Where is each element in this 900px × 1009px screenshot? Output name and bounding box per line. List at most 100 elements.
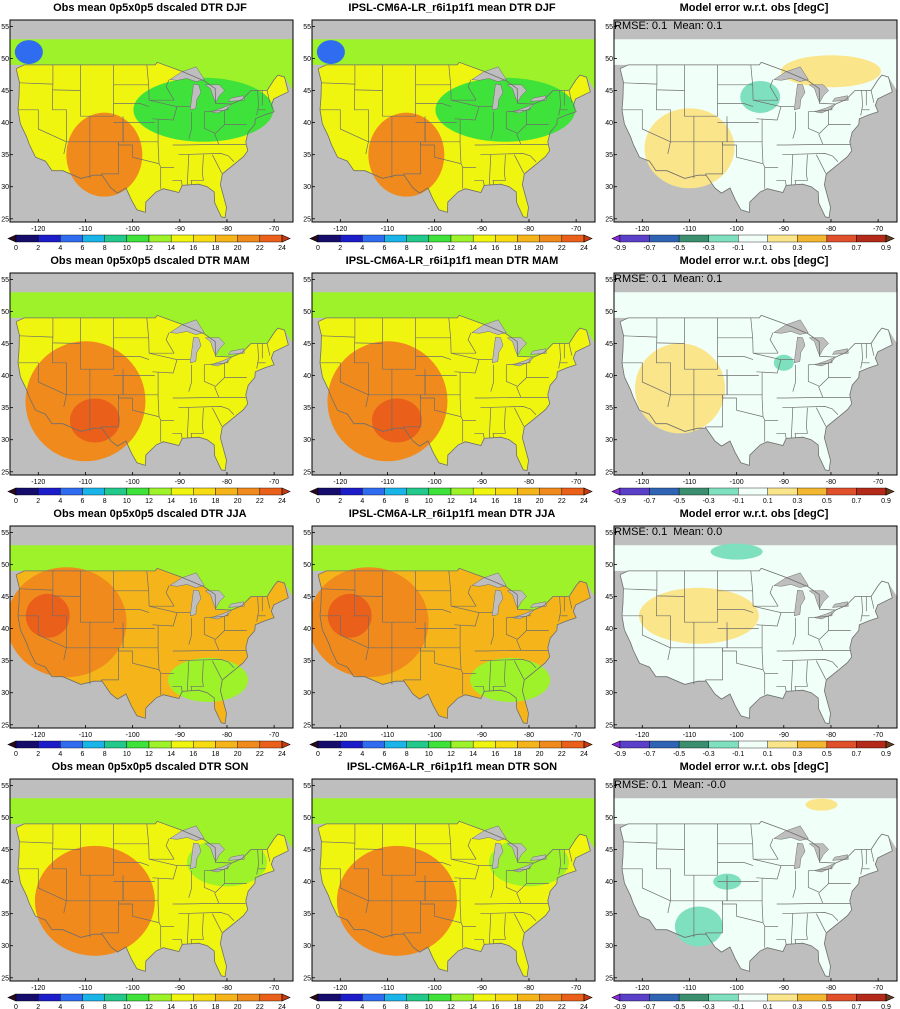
great-lake-1 xyxy=(189,589,202,617)
state-border xyxy=(467,838,477,860)
state-border xyxy=(320,64,369,143)
colorbar-segment xyxy=(126,740,150,749)
y-tick-label: 55 xyxy=(303,530,311,537)
state-border xyxy=(146,64,150,101)
state-border xyxy=(705,647,723,681)
x-tick-label: -70 xyxy=(269,479,279,486)
y-tick-label: 30 xyxy=(605,690,613,697)
state-border xyxy=(320,570,369,649)
map-frame xyxy=(613,272,898,476)
colorbar-label: -0.3 xyxy=(703,498,715,505)
colorbar-segment xyxy=(237,487,261,496)
panel-title: IPSL-CM6A-LR_r6i1p1f1 mean DTR MAM xyxy=(345,255,559,267)
state-border xyxy=(211,407,223,427)
state-border xyxy=(717,103,754,107)
colorbar-label: 0 xyxy=(316,1004,320,1009)
state-border xyxy=(434,398,461,417)
state-border xyxy=(794,154,808,185)
state-border xyxy=(165,838,175,860)
state-border xyxy=(753,605,782,627)
state-border xyxy=(808,363,851,378)
state-border xyxy=(656,595,685,597)
y-tick-label: 35 xyxy=(1,405,9,412)
colorbar-label: 6 xyxy=(383,751,387,758)
state-border xyxy=(516,124,527,145)
state-border xyxy=(204,616,247,631)
colorbar-segment xyxy=(767,487,798,496)
y-tick-label: 50 xyxy=(303,56,311,63)
colorbar-label: 2 xyxy=(36,498,40,505)
colorbar-label: 0.9 xyxy=(881,498,891,505)
colorbar-segment xyxy=(738,740,768,749)
colorbar-segment xyxy=(738,234,768,243)
state-border xyxy=(506,110,549,125)
state-border xyxy=(769,838,779,860)
x-tick-label: -90 xyxy=(477,226,487,233)
colorbar-label: 22 xyxy=(256,751,264,758)
colorbar-label: 4 xyxy=(360,498,364,505)
state-border xyxy=(157,878,162,927)
state-border xyxy=(488,407,492,438)
colorbar-label: 2 xyxy=(338,1004,342,1009)
y-tick-label: 25 xyxy=(1,975,9,982)
map-field xyxy=(614,779,897,981)
state-border xyxy=(186,407,190,438)
great-lake-0 xyxy=(471,572,507,588)
colorbar-label: 0 xyxy=(14,245,18,252)
state-border xyxy=(19,335,53,338)
y-tick-label: 50 xyxy=(1,562,9,569)
state-border xyxy=(622,570,671,649)
colorbar-segment xyxy=(428,487,452,496)
y-tick-label: 55 xyxy=(605,277,613,284)
colorbar-segment xyxy=(561,740,585,749)
panel-mam-model: -120 -110 -100 -90 -80 -70 25 30 35 40 45 50 55 0 2 4 6 8… xyxy=(302,253,602,505)
state-border xyxy=(828,106,833,111)
state-border xyxy=(18,823,67,902)
x-tick-label: -90 xyxy=(779,985,789,992)
state-border xyxy=(467,332,477,354)
y-tick-label: 45 xyxy=(1,341,9,348)
colorbar-label: 16 xyxy=(189,498,197,505)
colorbar-segment xyxy=(82,487,105,496)
state-border xyxy=(656,89,685,91)
colorbar-segment xyxy=(826,740,857,749)
map-frame xyxy=(9,525,294,729)
colorbar-segment xyxy=(619,740,650,749)
state-border xyxy=(792,111,796,139)
state-border xyxy=(717,862,754,866)
state-border xyxy=(568,849,573,862)
panel-jja-error: -120 -110 -100 -90 -80 -70 25 30 35 40 45 50 55 -0.9 -… xyxy=(604,506,900,758)
map-frame xyxy=(311,19,596,223)
state-border xyxy=(722,900,737,905)
x-tick-label: -120 xyxy=(333,479,347,486)
map-field xyxy=(312,526,595,728)
colorbar-label: 20 xyxy=(536,1004,544,1009)
y-tick-label: 25 xyxy=(303,216,311,223)
x-tick-label: -100 xyxy=(428,479,442,486)
x-tick-label: -80 xyxy=(826,985,836,992)
coastline xyxy=(619,820,893,977)
x-tick-label: -120 xyxy=(635,985,649,992)
state-border xyxy=(761,372,766,421)
great-lake-1 xyxy=(793,83,806,111)
colorbar-label: 20 xyxy=(234,751,242,758)
x-tick-label: -120 xyxy=(31,226,45,233)
map-plot: -120 -110 -100 -90 -80 -70 25 30 35 40 45 50 55 -0.9 -… xyxy=(605,19,898,252)
x-tick-label: -70 xyxy=(571,985,581,992)
colorbar-label: 24 xyxy=(278,498,286,505)
colorbar-label: 0.1 xyxy=(763,1004,773,1009)
colorbar-segment xyxy=(37,740,61,749)
y-tick-label: 35 xyxy=(303,911,311,918)
colorbar-label: 18 xyxy=(212,1004,220,1009)
state-border xyxy=(266,90,271,103)
colorbar-label: 10 xyxy=(123,1004,131,1009)
colorbar-max-arrow xyxy=(281,740,291,749)
colorbar-segment xyxy=(82,740,105,749)
y-tick-label: 40 xyxy=(1,373,9,380)
colorbar-label: 6 xyxy=(383,1004,387,1009)
state-border xyxy=(808,616,851,631)
colorbar-label: 4 xyxy=(360,245,364,252)
state-border xyxy=(204,363,247,378)
